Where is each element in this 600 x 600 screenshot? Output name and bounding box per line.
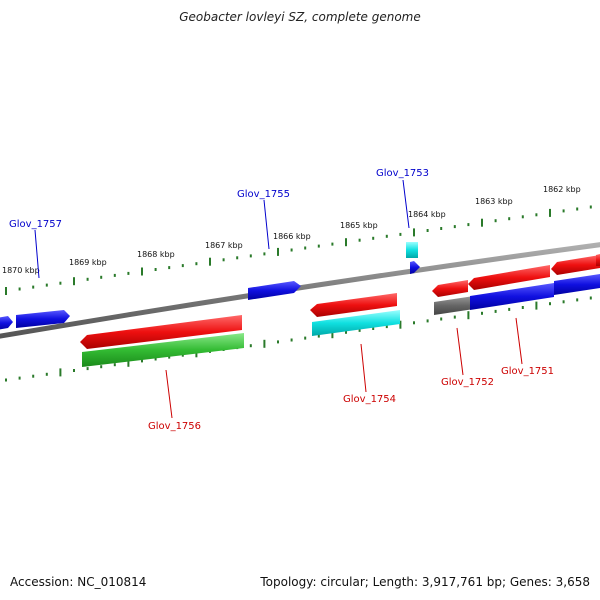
- forward-strand-genes: [0, 242, 600, 330]
- gene-glov-1756-red[interactable]: [80, 315, 242, 349]
- leader-glov-1753: [402, 179, 410, 229]
- map-title: Geobacter lovleyi SZ, complete genome: [179, 10, 421, 24]
- gene-label-glov-1757[interactable]: Glov_1757: [9, 219, 62, 230]
- kbp-label: 1864 kbp: [408, 210, 446, 219]
- gene-glov-1754-cyan[interactable]: [312, 310, 400, 336]
- gene-glov-1753-small[interactable]: [410, 261, 420, 274]
- outer-tick-track: [5, 205, 592, 295]
- gene-label-glov-1755[interactable]: Glov_1755: [237, 189, 290, 200]
- gene-glov-1757[interactable]: [16, 310, 70, 328]
- gene-glov-1752-blue[interactable]: [470, 283, 554, 310]
- gene-arrow-blue[interactable]: [0, 316, 13, 330]
- genome-summary-text: Topology: circular; Length: 3,917,761 bp…: [260, 575, 590, 589]
- kbp-label: 1867 kbp: [205, 241, 243, 250]
- kbp-label: 1870 kbp: [2, 266, 40, 275]
- gene-red-1[interactable]: [432, 280, 468, 297]
- gene-red-2[interactable]: [468, 265, 550, 290]
- gene-label-glov-1751[interactable]: Glov_1751: [501, 366, 554, 377]
- gene-label-glov-1752[interactable]: Glov_1752: [441, 377, 494, 388]
- gene-cyan-small[interactable]: [406, 242, 418, 258]
- gene-glov-1755[interactable]: [248, 281, 301, 300]
- kbp-label: 1863 kbp: [475, 197, 513, 206]
- gene-red-4[interactable]: [596, 254, 600, 266]
- kbp-label: 1869 kbp: [69, 258, 107, 267]
- genome-backbone: [0, 242, 600, 339]
- gene-glov-1751-blue[interactable]: [554, 274, 600, 295]
- reverse-strand-genes: [80, 274, 600, 367]
- leader-glov-1754: [360, 343, 367, 393]
- leader-glov-1756: [165, 369, 173, 419]
- leader-glov-1757: [34, 229, 40, 279]
- accession-text: Accession: NC_010814: [10, 575, 147, 589]
- gene-label-glov-1756[interactable]: Glov_1756: [148, 421, 201, 432]
- leader-glov-1751: [515, 317, 523, 365]
- gene-glov-1756-green[interactable]: [82, 333, 244, 367]
- gene-label-glov-1754[interactable]: Glov_1754: [343, 394, 396, 405]
- gene-red-3[interactable]: [551, 255, 600, 275]
- gene-label-glov-1753[interactable]: Glov_1753: [376, 168, 429, 179]
- leader-glov-1755: [263, 199, 270, 250]
- leader-glov-1752: [456, 327, 464, 376]
- kbp-label: 1868 kbp: [137, 250, 175, 259]
- gene-glov-1752-gray[interactable]: [434, 296, 474, 315]
- kbp-label: 1866 kbp: [273, 232, 311, 241]
- kbp-label: 1862 kbp: [543, 185, 581, 194]
- gene-glov-1754-red[interactable]: [310, 293, 397, 317]
- kbp-label: 1865 kbp: [340, 221, 378, 230]
